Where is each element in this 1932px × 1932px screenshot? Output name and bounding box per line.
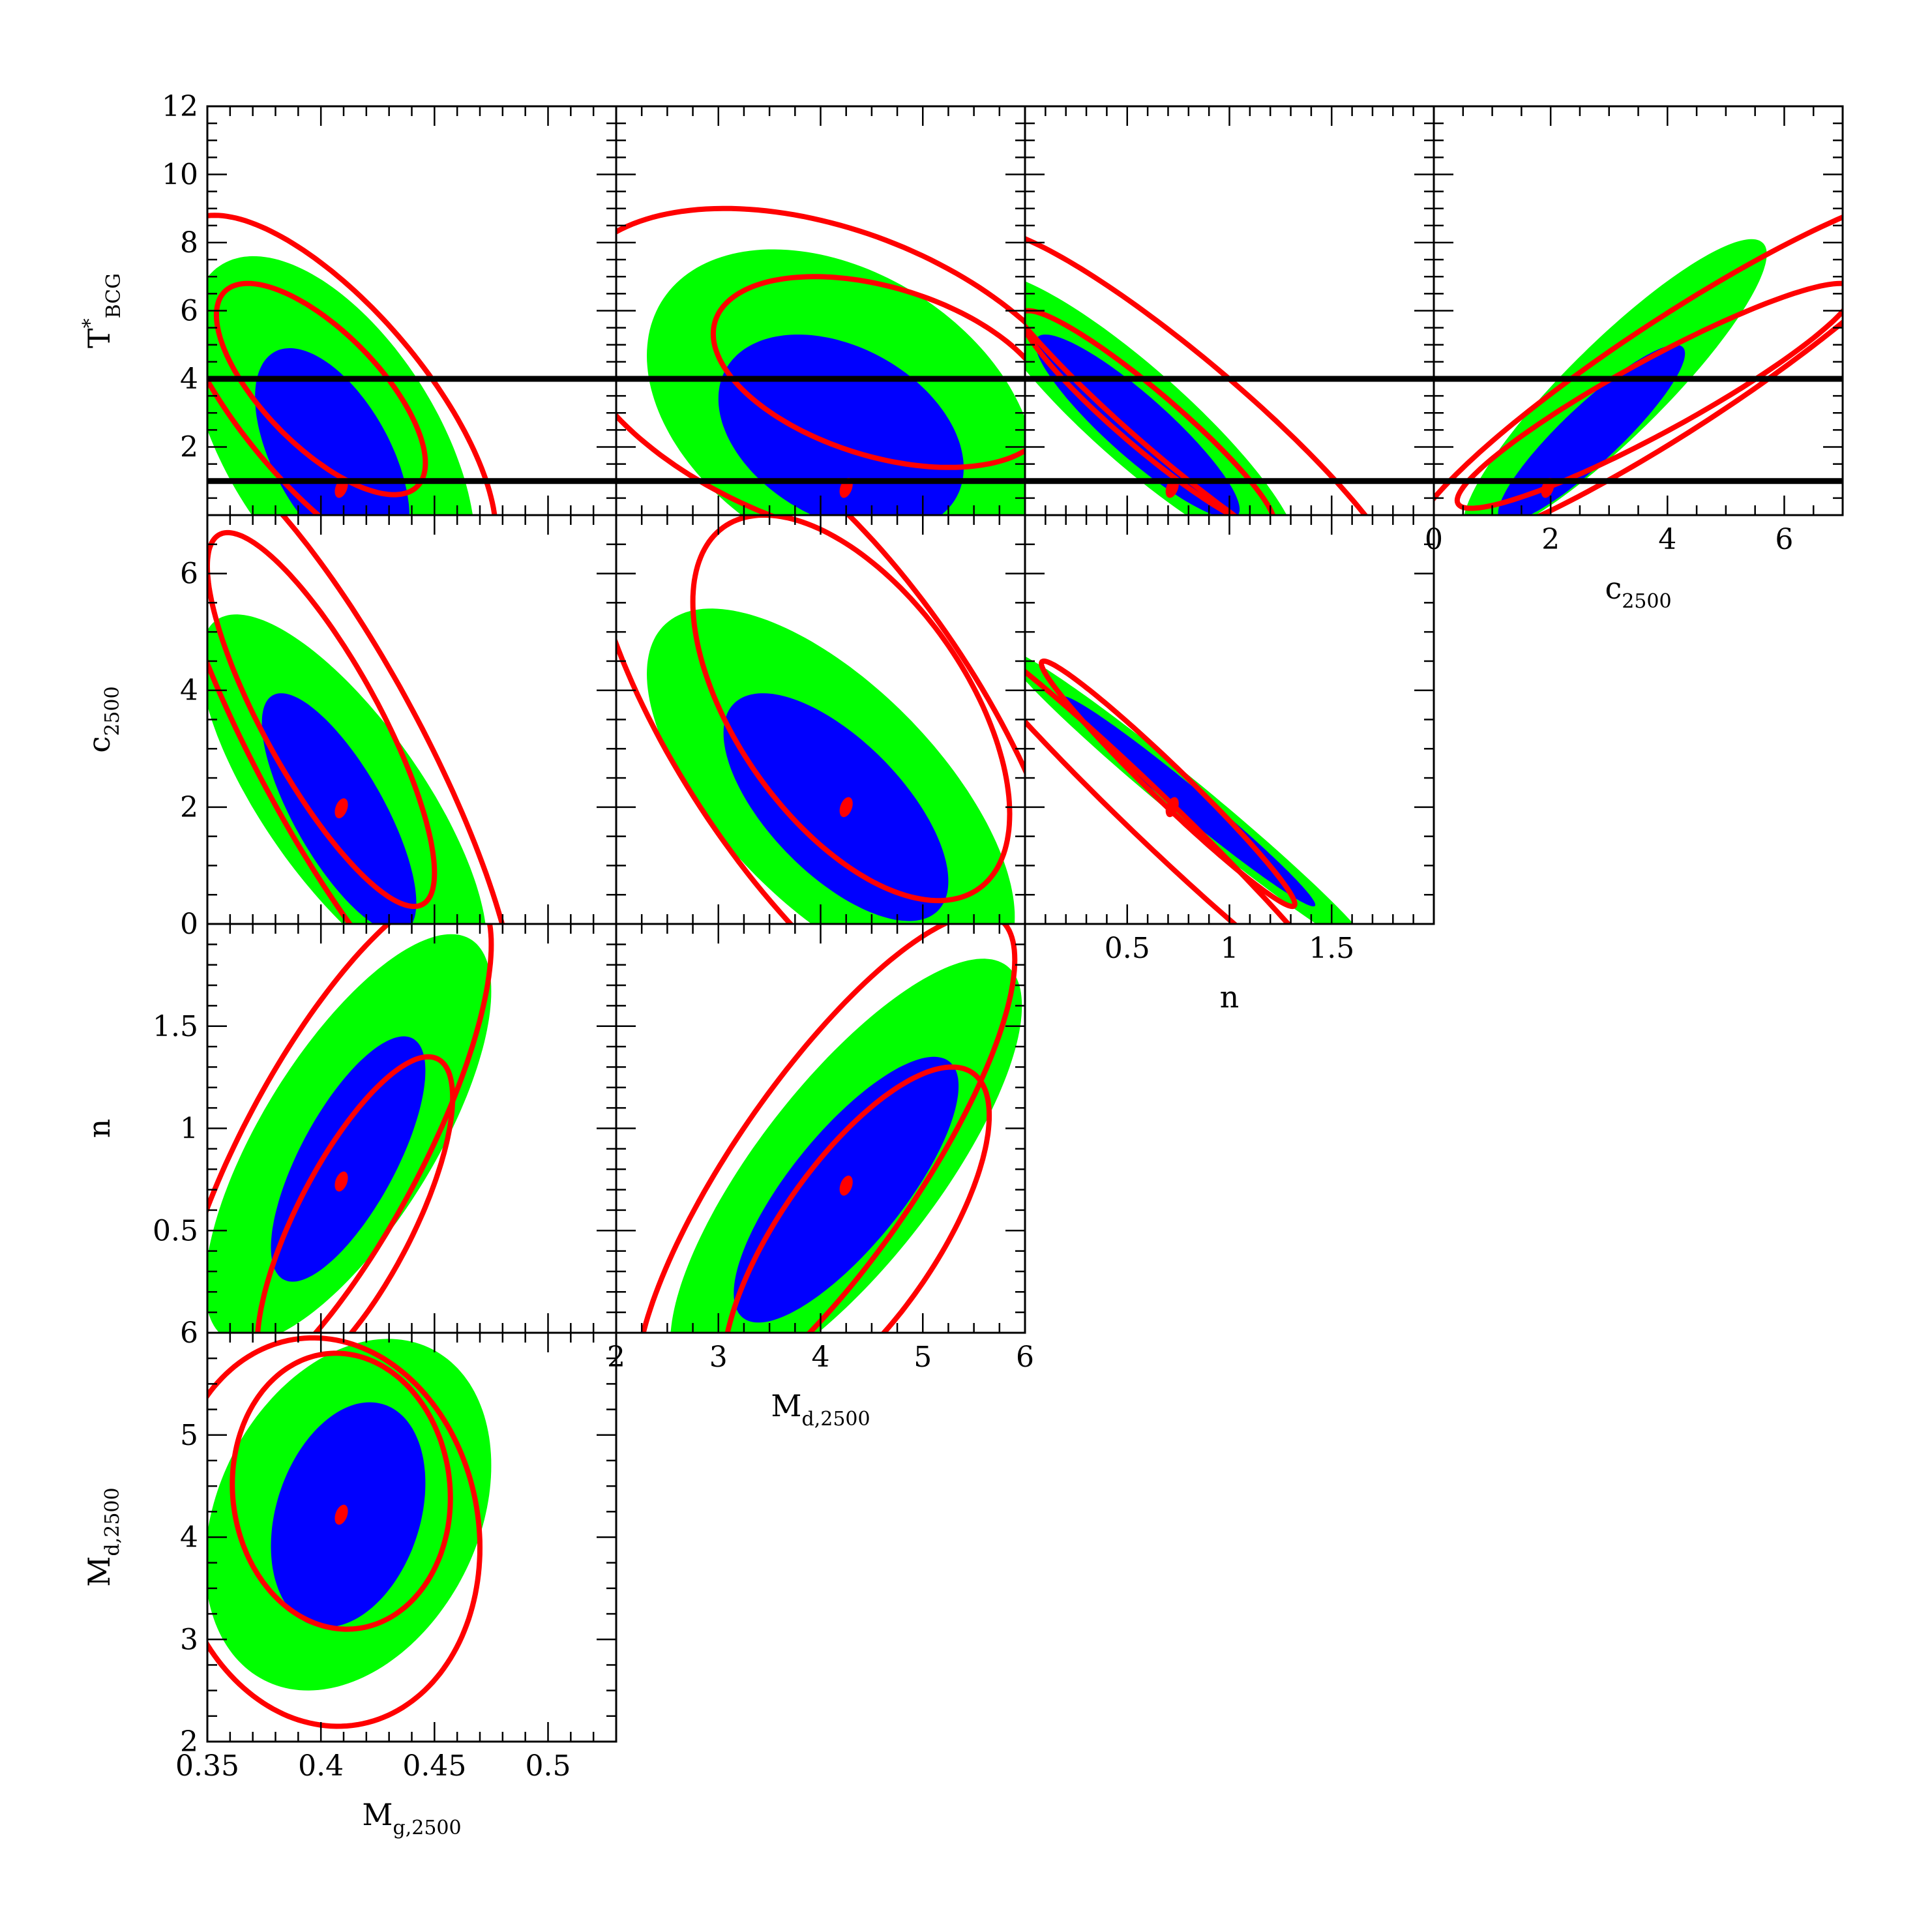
y-tick-label-c: 6 — [180, 557, 198, 591]
contour-1 — [213, 280, 428, 498]
panel-ticks — [206, 105, 617, 516]
x-tick-label-n: 1.5 — [1309, 932, 1354, 965]
x-tick-label-c: 4 — [1658, 523, 1676, 556]
panel-ticks — [615, 923, 1026, 1334]
x-tick-label-Mg: 0.35 — [175, 1749, 239, 1783]
x-tick-label-Md: 2 — [607, 1341, 625, 1374]
y-tick-label-c: 0 — [180, 908, 198, 941]
y-tick-label-T: 2 — [180, 431, 198, 464]
panel-Mg-Md — [207, 1335, 492, 1729]
y-tick-label-T: 8 — [180, 226, 198, 260]
contour-1 — [207, 529, 438, 910]
panel-Md-c — [616, 515, 1025, 924]
panel-Md-T — [616, 205, 1025, 515]
y-tick-label-T: 4 — [180, 363, 198, 396]
inner-region — [1062, 696, 1316, 907]
contour-2 — [1434, 214, 1843, 515]
best-fit-point — [1165, 797, 1179, 818]
x-axis-title-Mg: Mg,2500 — [362, 1797, 461, 1839]
panel-ticks — [1024, 105, 1435, 516]
y-tick-label-Md: 2 — [180, 1725, 198, 1759]
y-axis-title-T: T*BCG — [79, 273, 125, 348]
panel-ticks — [615, 514, 1026, 925]
x-tick-label-c: 6 — [1775, 523, 1793, 556]
inner-region — [255, 348, 409, 515]
contour-1 — [690, 515, 1013, 904]
x-tick-label-Md: 4 — [812, 1341, 830, 1374]
x-axis-title-Md: Md,2500 — [771, 1388, 870, 1431]
x-tick-label-Md: 3 — [709, 1341, 728, 1374]
inner-region — [723, 693, 949, 921]
x-tick-label-Mg: 0.45 — [402, 1749, 466, 1783]
contour-2 — [616, 205, 1025, 515]
y-tick-label-n: 0.5 — [153, 1214, 198, 1247]
contour-1 — [230, 1350, 453, 1632]
inner-region — [1498, 344, 1686, 515]
x-axis-title-c: c2500 — [1605, 571, 1671, 613]
contour-2 — [616, 515, 1025, 924]
best-fit-point — [334, 1504, 348, 1525]
contour-1 — [1025, 308, 1276, 515]
y-tick-label-Md: 3 — [180, 1623, 198, 1656]
best-fit-point — [839, 797, 853, 818]
panel-Md-n — [640, 924, 1022, 1333]
x-tick-label-c: 2 — [1541, 523, 1560, 556]
x-tick-label-Md: 6 — [1016, 1341, 1034, 1374]
panel-ticks — [206, 514, 617, 925]
y-tick-label-T: 6 — [180, 295, 198, 328]
x-tick-label-Mg: 0.4 — [298, 1749, 344, 1783]
contour-1 — [724, 1064, 992, 1333]
panel-n-c — [1025, 656, 1354, 924]
y-tick-label-c: 4 — [180, 674, 198, 707]
panel-ticks — [206, 1331, 617, 1743]
contour-1 — [710, 274, 1025, 470]
y-tick-label-T: 10 — [162, 158, 198, 192]
panels-layer — [206, 105, 1844, 1743]
panel-c-T — [1434, 214, 1843, 515]
contour-2 — [640, 924, 1018, 1333]
x-tick-label-Mg: 0.5 — [526, 1749, 571, 1783]
contour-2 — [1025, 235, 1369, 515]
contour-2 — [207, 1335, 483, 1729]
y-tick-label-n: 1 — [180, 1112, 198, 1146]
y-tick-label-Md: 6 — [180, 1316, 198, 1350]
y-tick-label-Md: 5 — [180, 1419, 198, 1452]
x-axis-title-n: n — [1220, 979, 1240, 1015]
y-axis-title-n: n — [82, 1119, 117, 1138]
x-tick-label-n: 0.5 — [1105, 932, 1150, 965]
contour-2 — [207, 213, 498, 515]
best-fit-point — [334, 1171, 348, 1192]
best-fit-point — [839, 1175, 853, 1196]
panel-Mg-T — [207, 213, 616, 515]
contour-2 — [1025, 668, 1292, 924]
panel-n-T — [1025, 235, 1434, 515]
y-tick-label-T: 12 — [162, 90, 198, 123]
inner-region — [271, 1036, 426, 1282]
contour-2 — [207, 924, 494, 1333]
labels-layer: 0.35 0.4 0.45 0.5 Mg,2500 2 3 4 5 6 Md,2500 0.5 1 1.5… — [79, 90, 1793, 1839]
x-tick-label-n: 1 — [1221, 932, 1239, 965]
inner-region — [271, 1402, 426, 1627]
y-tick-label-c: 2 — [180, 791, 198, 824]
y-tick-label-Md: 4 — [180, 1521, 198, 1554]
panel-ticks — [1433, 105, 1844, 516]
contour-1 — [255, 1054, 456, 1333]
best-fit-point — [334, 798, 348, 818]
y-tick-label-n: 1.5 — [153, 1010, 198, 1043]
contour-2 — [207, 515, 505, 924]
panel-Mg-c — [207, 515, 505, 924]
y-axis-title-c: c2500 — [82, 686, 124, 752]
y-axis-title-Md: Md,2500 — [82, 1487, 124, 1586]
x-tick-label-c: 0 — [1425, 523, 1443, 556]
x-tick-label-Md: 5 — [914, 1341, 932, 1374]
panel-Mg-n — [207, 924, 494, 1333]
